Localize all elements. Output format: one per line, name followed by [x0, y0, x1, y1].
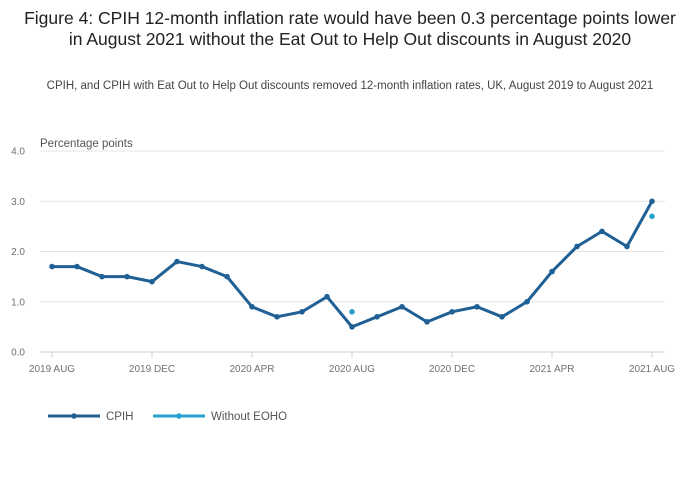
- data-point[interactable]: [599, 228, 605, 235]
- chart-title: Figure 4: CPIH 12-month inflation rate w…: [24, 8, 676, 49]
- data-point[interactable]: [374, 314, 380, 320]
- data-point[interactable]: [249, 303, 255, 310]
- data-point[interactable]: [399, 303, 405, 310]
- data-point[interactable]: [49, 263, 55, 270]
- data-point[interactable]: [424, 319, 430, 325]
- x-tick-label: 2019 AUG: [29, 364, 75, 375]
- legend: CPIH Without EOHO: [48, 411, 287, 423]
- legend-label: Without EOHO: [211, 411, 287, 423]
- y-tick-label: 2.0: [11, 247, 25, 258]
- data-point[interactable]: [499, 314, 505, 320]
- series-cpih: [49, 198, 655, 330]
- data-point[interactable]: [149, 278, 155, 285]
- legend-swatch-marker: [71, 413, 77, 419]
- data-point[interactable]: [274, 314, 280, 320]
- x-tick-label: 2020 APR: [229, 364, 274, 375]
- y-axis-title: Percentage points: [40, 138, 133, 150]
- data-point[interactable]: [649, 213, 655, 220]
- data-point[interactable]: [349, 309, 355, 315]
- series-line: [50, 199, 654, 329]
- y-tick-label: 3.0: [11, 197, 25, 208]
- data-point[interactable]: [349, 324, 355, 330]
- data-point[interactable]: [449, 309, 455, 315]
- data-point[interactable]: [199, 263, 205, 270]
- data-point[interactable]: [224, 273, 230, 280]
- data-point[interactable]: [299, 309, 305, 315]
- data-point[interactable]: [324, 293, 330, 300]
- data-point[interactable]: [524, 298, 530, 305]
- x-tick-label: 2021 APR: [529, 364, 574, 375]
- data-point[interactable]: [624, 243, 630, 250]
- x-tick-label: 2021 AUG: [629, 364, 675, 375]
- chart-subtitle: CPIH, and CPIH with Eat Out to Help Out …: [46, 80, 654, 92]
- data-point[interactable]: [574, 243, 580, 250]
- series-lines: [49, 198, 655, 330]
- y-tick-label: 1.0: [11, 297, 25, 308]
- data-point[interactable]: [124, 273, 130, 280]
- data-point[interactable]: [174, 258, 180, 265]
- data-point[interactable]: [99, 273, 105, 280]
- legend-label: CPIH: [106, 411, 133, 423]
- y-tick-label: 4.0: [11, 147, 25, 158]
- data-point[interactable]: [474, 303, 480, 310]
- x-tick-label: 2020 DEC: [429, 364, 475, 375]
- legend-item[interactable]: Without EOHO: [153, 411, 287, 423]
- series-without-eoho: [349, 213, 655, 315]
- data-point[interactable]: [649, 198, 655, 205]
- legend-swatch-marker: [176, 413, 182, 419]
- x-tick-label: 2019 DEC: [129, 364, 175, 375]
- x-tick-label: 2020 AUG: [329, 364, 375, 375]
- axes: 0.0 1.0 2.0 3.0 4.0 Percentage points 2019 AUG…: [11, 138, 675, 375]
- y-tick-label: 0.0: [11, 348, 25, 359]
- data-point[interactable]: [74, 263, 80, 270]
- data-point[interactable]: [549, 268, 555, 275]
- legend-item[interactable]: CPIH: [48, 411, 133, 423]
